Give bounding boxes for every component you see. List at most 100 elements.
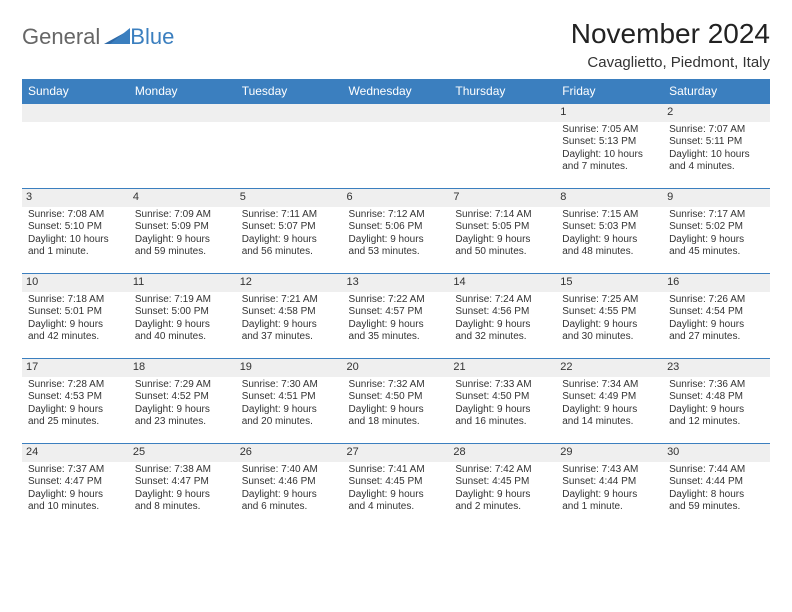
day-number: 7: [449, 189, 556, 207]
day-number: 11: [129, 274, 236, 292]
sunrise-text: Sunrise: 7:33 AM: [455, 379, 550, 392]
calendar-cell: 13Sunrise: 7:22 AMSunset: 4:57 PMDayligh…: [343, 274, 450, 359]
location: Cavaglietto, Piedmont, Italy: [571, 54, 770, 71]
sunset-text: Sunset: 4:48 PM: [669, 391, 764, 404]
daylight2-text: and 32 minutes.: [455, 331, 550, 344]
daylight1-text: Daylight: 9 hours: [669, 319, 764, 332]
calendar-cell: 25Sunrise: 7:38 AMSunset: 4:47 PMDayligh…: [129, 444, 236, 529]
daylight1-text: Daylight: 9 hours: [242, 234, 337, 247]
title-block: November 2024 Cavaglietto, Piedmont, Ita…: [571, 18, 770, 71]
calendar-cell: 4Sunrise: 7:09 AMSunset: 5:09 PMDaylight…: [129, 189, 236, 274]
day-number: 26: [236, 444, 343, 462]
sunrise-text: Sunrise: 7:19 AM: [135, 294, 230, 307]
sunrise-text: Sunrise: 7:24 AM: [455, 294, 550, 307]
daylight2-text: and 12 minutes.: [669, 416, 764, 429]
sunrise-text: Sunrise: 7:36 AM: [669, 379, 764, 392]
calendar-cell: 10Sunrise: 7:18 AMSunset: 5:01 PMDayligh…: [22, 274, 129, 359]
sunset-text: Sunset: 4:50 PM: [349, 391, 444, 404]
daylight1-text: Daylight: 9 hours: [349, 404, 444, 417]
sunset-text: Sunset: 4:57 PM: [349, 306, 444, 319]
sunrise-text: Sunrise: 7:15 AM: [562, 209, 657, 222]
day-number: 16: [663, 274, 770, 292]
daylight2-text: and 37 minutes.: [242, 331, 337, 344]
calendar-cell: 23Sunrise: 7:36 AMSunset: 4:48 PMDayligh…: [663, 359, 770, 444]
daylight1-text: Daylight: 9 hours: [669, 234, 764, 247]
sunrise-text: Sunrise: 7:32 AM: [349, 379, 444, 392]
sunrise-text: Sunrise: 7:37 AM: [28, 464, 123, 477]
sunrise-text: Sunrise: 7:25 AM: [562, 294, 657, 307]
weekday-header: Wednesday: [343, 79, 450, 104]
daylight2-text: and 30 minutes.: [562, 331, 657, 344]
sunset-text: Sunset: 5:00 PM: [135, 306, 230, 319]
weekday-header: Saturday: [663, 79, 770, 104]
calendar-cell: 11Sunrise: 7:19 AMSunset: 5:00 PMDayligh…: [129, 274, 236, 359]
day-number: 14: [449, 274, 556, 292]
daylight2-text: and 20 minutes.: [242, 416, 337, 429]
daylight1-text: Daylight: 9 hours: [455, 234, 550, 247]
sunrise-text: Sunrise: 7:07 AM: [669, 124, 764, 137]
calendar-cell: 1Sunrise: 7:05 AMSunset: 5:13 PMDaylight…: [556, 104, 663, 189]
day-number: 12: [236, 274, 343, 292]
day-number: 28: [449, 444, 556, 462]
sunset-text: Sunset: 5:02 PM: [669, 221, 764, 234]
daylight2-text: and 27 minutes.: [669, 331, 764, 344]
calendar-cell: 6Sunrise: 7:12 AMSunset: 5:06 PMDaylight…: [343, 189, 450, 274]
calendar-cell: 28Sunrise: 7:42 AMSunset: 4:45 PMDayligh…: [449, 444, 556, 529]
sunset-text: Sunset: 5:10 PM: [28, 221, 123, 234]
sunset-text: Sunset: 4:50 PM: [455, 391, 550, 404]
sunrise-text: Sunrise: 7:30 AM: [242, 379, 337, 392]
sunrise-text: Sunrise: 7:11 AM: [242, 209, 337, 222]
day-number: 19: [236, 359, 343, 377]
calendar-body: 1Sunrise: 7:05 AMSunset: 5:13 PMDaylight…: [22, 104, 770, 529]
sunset-text: Sunset: 4:44 PM: [669, 476, 764, 489]
day-number: 29: [556, 444, 663, 462]
calendar-row: 17Sunrise: 7:28 AMSunset: 4:53 PMDayligh…: [22, 359, 770, 444]
calendar-cell: 29Sunrise: 7:43 AMSunset: 4:44 PMDayligh…: [556, 444, 663, 529]
sunset-text: Sunset: 5:03 PM: [562, 221, 657, 234]
calendar-cell: 12Sunrise: 7:21 AMSunset: 4:58 PMDayligh…: [236, 274, 343, 359]
logo: General Blue: [22, 24, 174, 50]
daynum-bar-blank: [22, 104, 129, 122]
calendar-cell: 30Sunrise: 7:44 AMSunset: 4:44 PMDayligh…: [663, 444, 770, 529]
sunrise-text: Sunrise: 7:17 AM: [669, 209, 764, 222]
sunrise-text: Sunrise: 7:08 AM: [28, 209, 123, 222]
daylight1-text: Daylight: 9 hours: [242, 489, 337, 502]
daylight2-text: and 56 minutes.: [242, 246, 337, 259]
day-number: 20: [343, 359, 450, 377]
calendar-row: 10Sunrise: 7:18 AMSunset: 5:01 PMDayligh…: [22, 274, 770, 359]
daylight1-text: Daylight: 9 hours: [28, 489, 123, 502]
sunset-text: Sunset: 5:06 PM: [349, 221, 444, 234]
daylight1-text: Daylight: 9 hours: [135, 489, 230, 502]
daylight2-text: and 4 minutes.: [669, 161, 764, 174]
daylight1-text: Daylight: 9 hours: [349, 319, 444, 332]
weekday-header: Monday: [129, 79, 236, 104]
sunrise-text: Sunrise: 7:05 AM: [562, 124, 657, 137]
calendar-cell: 8Sunrise: 7:15 AMSunset: 5:03 PMDaylight…: [556, 189, 663, 274]
calendar-cell: [129, 104, 236, 189]
calendar-cell: 2Sunrise: 7:07 AMSunset: 5:11 PMDaylight…: [663, 104, 770, 189]
daynum-bar-blank: [129, 104, 236, 122]
daylight2-text: and 18 minutes.: [349, 416, 444, 429]
logo-text-blue: Blue: [130, 24, 174, 50]
day-number: 18: [129, 359, 236, 377]
day-number: 24: [22, 444, 129, 462]
sunrise-text: Sunrise: 7:28 AM: [28, 379, 123, 392]
daylight2-text: and 10 minutes.: [28, 501, 123, 514]
daylight2-text: and 1 minute.: [562, 501, 657, 514]
daylight2-text: and 35 minutes.: [349, 331, 444, 344]
sunset-text: Sunset: 4:49 PM: [562, 391, 657, 404]
sunrise-text: Sunrise: 7:40 AM: [242, 464, 337, 477]
calendar-cell: 14Sunrise: 7:24 AMSunset: 4:56 PMDayligh…: [449, 274, 556, 359]
sunset-text: Sunset: 4:46 PM: [242, 476, 337, 489]
sunset-text: Sunset: 4:54 PM: [669, 306, 764, 319]
sunrise-text: Sunrise: 7:41 AM: [349, 464, 444, 477]
sunset-text: Sunset: 4:47 PM: [135, 476, 230, 489]
day-number: 4: [129, 189, 236, 207]
daylight2-text: and 16 minutes.: [455, 416, 550, 429]
daylight1-text: Daylight: 9 hours: [562, 404, 657, 417]
daylight2-text: and 6 minutes.: [242, 501, 337, 514]
daylight2-text: and 50 minutes.: [455, 246, 550, 259]
daynum-bar-blank: [236, 104, 343, 122]
sunrise-text: Sunrise: 7:09 AM: [135, 209, 230, 222]
sunset-text: Sunset: 4:55 PM: [562, 306, 657, 319]
